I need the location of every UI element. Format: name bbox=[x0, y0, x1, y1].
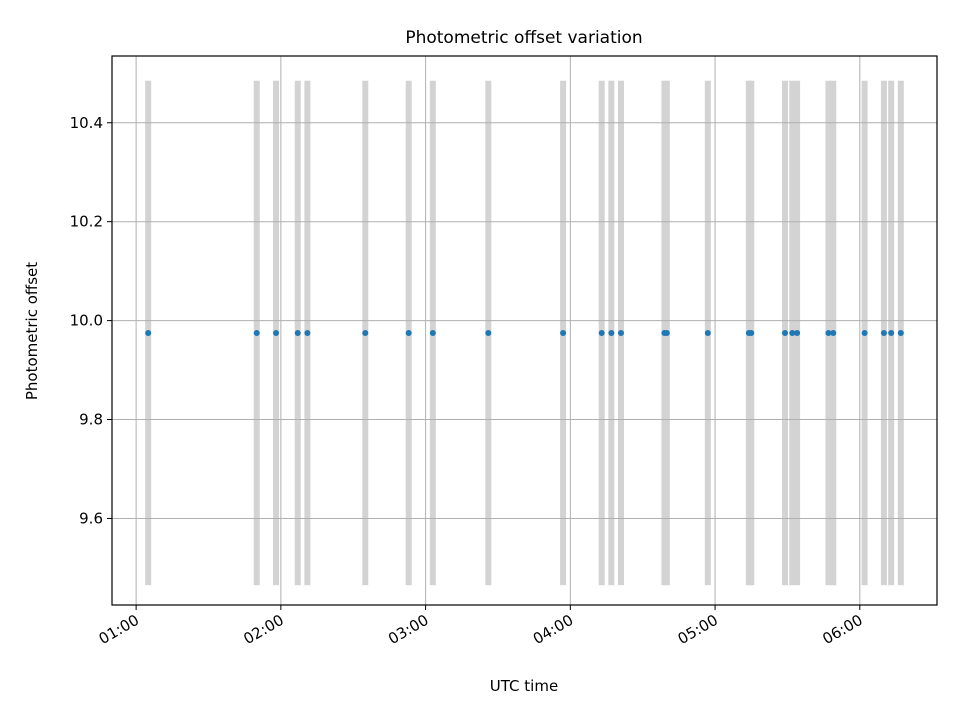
data-point bbox=[608, 329, 615, 336]
data-point bbox=[663, 329, 670, 336]
data-point bbox=[825, 329, 832, 336]
chart-title: Photometric offset variation bbox=[405, 28, 642, 48]
data-point bbox=[794, 329, 801, 336]
data-point bbox=[253, 329, 260, 336]
data-point bbox=[748, 329, 755, 336]
data-point bbox=[830, 329, 837, 336]
y-tick-label: 10.0 bbox=[70, 312, 103, 330]
x-axis-label: UTC time bbox=[490, 677, 558, 695]
data-point bbox=[861, 329, 868, 336]
grid bbox=[112, 56, 937, 605]
data-point bbox=[145, 329, 152, 336]
data-points bbox=[145, 329, 904, 336]
data-point bbox=[485, 329, 492, 336]
data-point bbox=[560, 329, 567, 336]
plot-area-frame bbox=[111, 55, 938, 606]
data-point bbox=[405, 329, 412, 336]
data-point bbox=[897, 329, 904, 336]
data-point bbox=[294, 329, 301, 336]
y-tick-label: 10.2 bbox=[70, 213, 103, 231]
data-point bbox=[782, 329, 789, 336]
data-point bbox=[704, 329, 711, 336]
y-axis-label: Photometric offset bbox=[23, 262, 41, 400]
y-tick-label: 9.6 bbox=[79, 509, 103, 527]
data-point bbox=[598, 329, 605, 336]
data-point bbox=[304, 329, 311, 336]
data-point bbox=[273, 329, 280, 336]
y-tick-label: 10.4 bbox=[70, 114, 103, 132]
y-axis: 9.6 9.8 10.0 10.2 10.4 bbox=[70, 114, 112, 527]
data-point bbox=[880, 329, 887, 336]
data-point bbox=[429, 329, 436, 336]
data-point bbox=[362, 329, 369, 336]
y-tick-label: 9.8 bbox=[79, 411, 103, 429]
data-point bbox=[888, 329, 895, 336]
data-point bbox=[789, 329, 796, 336]
data-point bbox=[617, 329, 624, 336]
